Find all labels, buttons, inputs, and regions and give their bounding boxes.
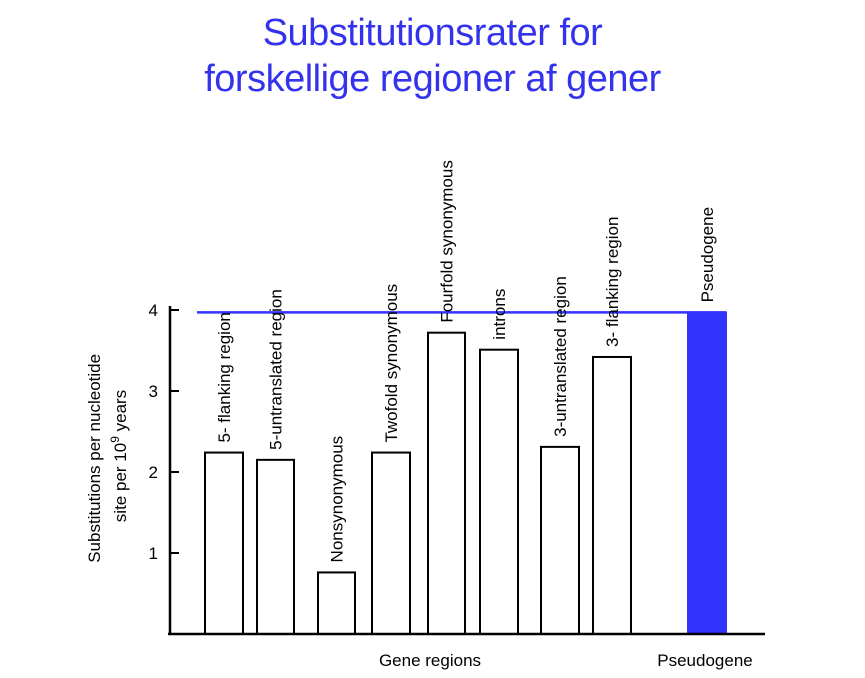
chart-title-line-2: forskellige regioner af gener xyxy=(204,58,661,100)
y-axis-title-line-2-prefix: site per 10 xyxy=(111,443,130,522)
pseudogene-axis-label: Pseudogene xyxy=(657,651,752,670)
bar-pseudogene xyxy=(687,311,727,635)
axes-group xyxy=(168,306,765,636)
bar-label-twofold-synonymous: Twofold synonymous xyxy=(382,284,401,443)
bar-label-5-flanking-region: 5- flanking region xyxy=(215,312,234,442)
bar-label-introns: introns xyxy=(490,289,509,340)
bar-fourfold-synonymous xyxy=(427,331,466,635)
y-axis-title-line-1: Substitutions per nucleotide xyxy=(85,354,104,563)
bar-label-fourfold-synonymous: Fourfold synonymous xyxy=(438,160,457,323)
bar-label-3-flanking-region: 3- flanking region xyxy=(603,217,622,347)
y-axis-title: Substitutions per nucleotide site per 10… xyxy=(85,349,130,563)
y-ticks-group: 1 2 3 4 xyxy=(149,301,179,563)
bar-twofold-synonymous xyxy=(371,451,411,635)
y-tick-label: 3 xyxy=(149,382,158,401)
chart-title-line-1: Substitutionsrater for xyxy=(262,12,603,54)
bar-label-3-untranslated-region: 3-untranslated region xyxy=(551,276,570,437)
x-axis-title: Gene regions xyxy=(379,651,481,670)
y-axis-title-line-2-suffix: years xyxy=(111,390,130,436)
y-axis-title-line-2: site per 109 years xyxy=(108,390,130,522)
bar-3-flanking-region xyxy=(592,355,632,635)
bar-5-flanking-region xyxy=(204,451,244,635)
bar-label-pseudogene: Pseudogene xyxy=(698,207,717,302)
bar-label-nonsynonymous: Nonsynonymous xyxy=(328,436,347,563)
bars-group xyxy=(204,311,727,636)
y-tick-label: 4 xyxy=(149,301,158,320)
y-axis-title-sup: 9 xyxy=(108,436,122,443)
y-tick-label: 1 xyxy=(149,544,158,563)
bar-3-untranslated-region xyxy=(540,445,580,636)
bar-introns xyxy=(479,348,519,635)
y-tick-label: 2 xyxy=(149,463,158,482)
chart-title: Substitutionsrater for forskellige regio… xyxy=(0,10,865,102)
bar-labels-group: 5- flanking region 5-untranslated region N… xyxy=(215,160,717,562)
bar-5-untranslated-region xyxy=(256,458,295,635)
bar-label-5-untranslated-region: 5-untranslated region xyxy=(267,289,286,450)
bar-nonsynonymous xyxy=(317,571,356,636)
